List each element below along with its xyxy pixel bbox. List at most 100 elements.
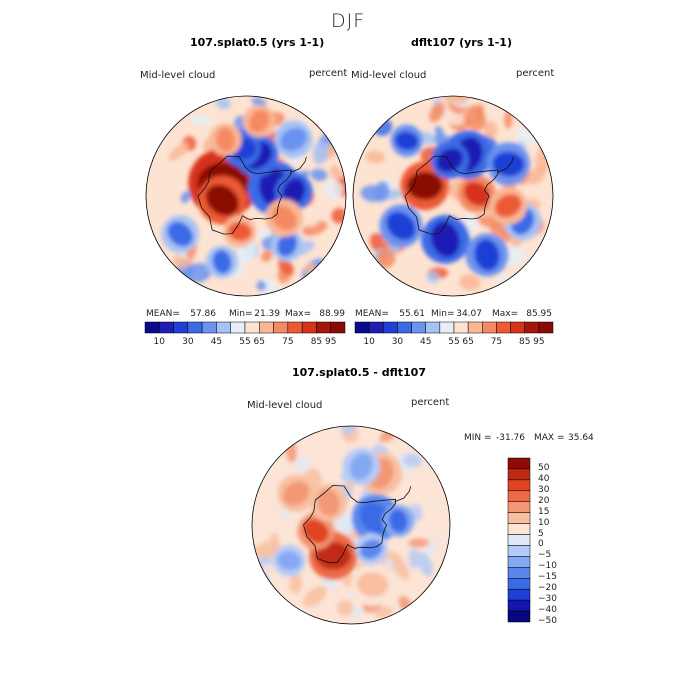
diff-min-value: -31.76 [496, 433, 526, 443]
left-mean-label: MEAN= [146, 309, 180, 319]
diff-polar-map [251, 425, 451, 625]
colorbar-tick-label: 75 [282, 337, 294, 347]
colorbar-tick-label: 10 [153, 337, 165, 347]
field-texture-blob [365, 150, 386, 164]
colorbar-tick-label: 65 [253, 337, 265, 347]
field-texture-blob [289, 573, 303, 594]
field-texture-blob [337, 599, 354, 617]
colorbar-swatch [507, 479, 531, 492]
colorbar-swatch [173, 321, 189, 334]
field-feature [474, 239, 500, 271]
diff-min-label: MIN = [464, 433, 492, 443]
colorbar-swatch [453, 321, 469, 334]
colorbar-tick-label: −50 [538, 616, 557, 626]
right-panel-title: dflt107 (yrs 1-1) [411, 36, 512, 49]
colorbar-swatch [507, 501, 531, 513]
field-texture-blob [403, 453, 422, 468]
field-texture-blob [303, 585, 327, 607]
colorbar-swatch [507, 490, 531, 502]
field-texture-blob [295, 456, 309, 473]
colorbar-swatch [507, 545, 531, 557]
field-feature [406, 171, 443, 200]
field-feature [271, 205, 297, 231]
field-texture-blob [458, 273, 481, 291]
field-texture-blob [391, 555, 410, 581]
diff-max-label: MAX = [534, 433, 565, 443]
colorbar-swatch [301, 321, 317, 334]
colorbar-swatch [187, 321, 203, 334]
field-texture-blob [434, 125, 445, 141]
colorbar-swatch [496, 321, 511, 334]
field-feature [227, 222, 252, 241]
colorbar-tick-label: 5 [538, 528, 544, 539]
field-texture-blob [256, 280, 267, 291]
season-title: DJF [331, 10, 366, 32]
field-feature [212, 249, 232, 274]
field-texture-blob [376, 248, 396, 269]
colorbar-swatch [159, 321, 174, 334]
colorbar-swatch [507, 578, 531, 590]
colorbar-swatch [330, 321, 346, 334]
colorbar-tick-label: 30 [182, 337, 194, 347]
field-texture-blob [433, 496, 450, 518]
colorbar-tick-label: 30 [391, 337, 404, 347]
peninsula-coastline [289, 156, 307, 173]
field-feature [205, 184, 240, 216]
colorbar-tick-label: 85 [518, 337, 531, 347]
field-feature [167, 221, 193, 247]
peninsula-coastline [394, 486, 412, 503]
colorbar-swatch [287, 321, 303, 334]
colorbar-tick-label: 10 [363, 337, 375, 347]
field-texture-blob [504, 111, 513, 129]
colorbar-tick-label: 50 [538, 462, 550, 473]
colorbar-swatch [425, 321, 441, 334]
colorbar-swatch [273, 321, 289, 334]
field-feature [386, 211, 416, 241]
colorbar-swatch [368, 321, 384, 334]
field-feature [317, 488, 340, 517]
field-texture-blob [215, 96, 231, 110]
colorbar-swatch [259, 321, 274, 334]
colorbar-tick-label: 30 [538, 484, 550, 495]
map-border [352, 95, 554, 297]
field-feature [315, 541, 351, 570]
colorbar-tick-label: −20 [538, 583, 557, 594]
colorbar-tick-label: −10 [538, 561, 557, 572]
colorbar-swatch [507, 556, 531, 568]
field-texture-blob [463, 105, 486, 131]
colorbar-tick-label: 45 [419, 337, 432, 347]
diff-units-label: percent [411, 397, 450, 408]
field-feature [463, 181, 490, 207]
colorbar-tick-label: 40 [538, 473, 550, 484]
colorbar-swatch [383, 321, 398, 334]
left-max-value: 88.99 [319, 309, 345, 319]
colorbar-tick-label: 55 [448, 337, 460, 347]
map-border [251, 425, 451, 625]
field-feature [303, 519, 329, 544]
colorbar-tick-label: −30 [538, 594, 557, 605]
colorbar-tick-label: 20 [538, 495, 550, 506]
field-texture-blob [352, 606, 363, 619]
colorbar-swatch [216, 321, 231, 334]
colorbar-tick-label: −5 [538, 550, 552, 561]
field-texture-blob [312, 141, 329, 165]
antarctica-coastline [404, 155, 499, 235]
colorbar-swatch [507, 588, 531, 601]
colorbar-swatch [439, 321, 455, 334]
colorbar-swatch [524, 321, 540, 334]
left-min-label: Min= [229, 309, 253, 319]
colorbar-tick-label: 95 [533, 337, 545, 347]
field-feature [494, 194, 522, 218]
field-texture-blob [323, 179, 344, 199]
field-feature [492, 151, 525, 177]
left-variable-label: Mid-level cloud [140, 70, 216, 81]
field-texture-blob [408, 548, 420, 569]
right-max-label: Max= [492, 309, 519, 319]
field-texture-blob [261, 250, 273, 262]
left-polar-map [145, 95, 347, 297]
colorbar-swatch [411, 321, 426, 334]
left-mean-value: 57.86 [190, 309, 216, 319]
colorbar-tick-label: 85 [310, 337, 323, 347]
colorbar-swatch [397, 321, 412, 334]
colorbar-swatch [507, 523, 531, 535]
